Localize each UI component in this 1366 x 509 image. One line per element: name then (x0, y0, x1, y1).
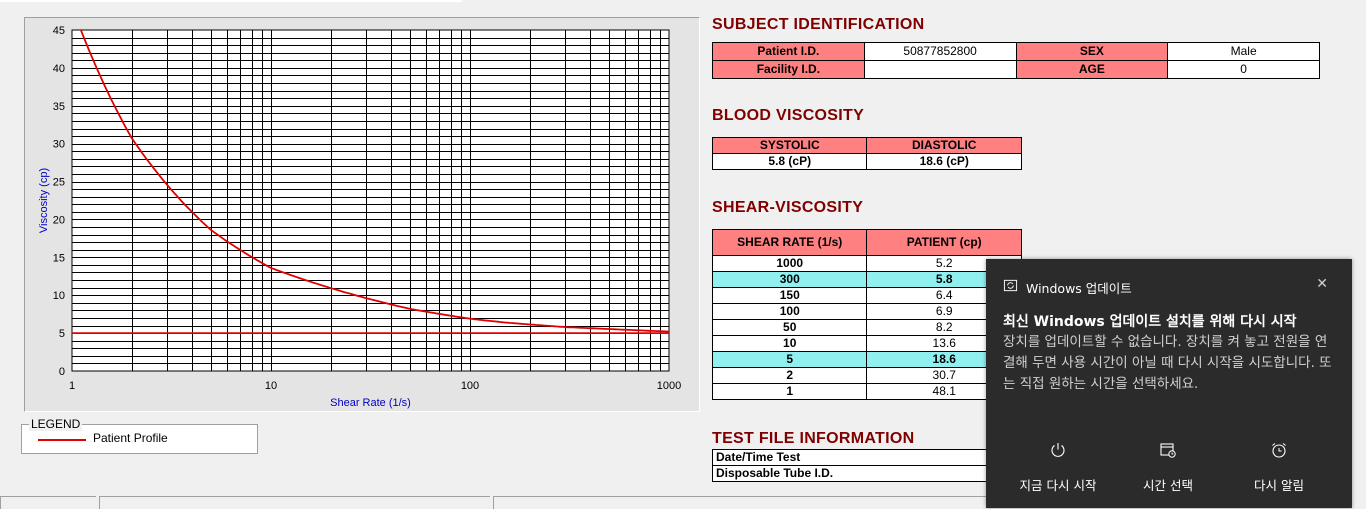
sex-label: SEX (1015, 42, 1169, 61)
windows-update-toast[interactable]: Windows 업데이트 ✕ 최신 Windows 업데이트 설치를 위해 다시… (986, 259, 1352, 508)
blood-title: BLOOD VISCOSITY (712, 107, 865, 124)
systolic-label: SYSTOLIC (711, 137, 868, 154)
facility-id-label: Facility I.D. (712, 60, 865, 79)
table-row: 1000 5.2 (711, 255, 1022, 272)
y-tick-label: 45 (53, 25, 65, 37)
subject-title: SUBJECT IDENTIFICATION (712, 16, 925, 33)
diastolic-label: DIASTOLIC (866, 137, 1022, 154)
series-line (79, 30, 669, 333)
table-row: 50 8.2 (711, 319, 1022, 336)
y-tick-label: 5 (59, 328, 65, 340)
y-tick-label: 0 (59, 366, 65, 378)
testfile-table: Date/Time Test Disposable Tube I.D. (712, 449, 1002, 482)
blood-table: SYSTOLIC DIASTOLIC 5.8 (cP) 18.6 (cP) (711, 137, 1022, 170)
y-tick-label: 15 (53, 252, 65, 264)
table-row: 5 18.6 (711, 351, 1022, 368)
data-point (409, 308, 411, 310)
subject-table: Patient I.D. 50877852800 SEX Male Facili… (712, 42, 1320, 79)
shear-table: SHEAR RATE (1/s) PATIENT (cp) 1000 5.2 30… (711, 229, 1022, 400)
table-row: 100 6.9 (711, 303, 1022, 320)
systolic-value: 5.8 (cP) (711, 153, 868, 170)
y-tick-label: 20 (53, 214, 65, 226)
x-tick-label: 10 (265, 380, 277, 392)
data-point (270, 267, 272, 269)
viscosity-chart: 0 5 10 15 20 25 30 35 40 45 1 10 100 1000 Shear Rate (… (38, 25, 681, 409)
table-row: 300 5.8 (711, 271, 1022, 288)
choose-time-label: 시간 선택 (1143, 478, 1193, 493)
restart-now-label: 지금 다시 시작 (1019, 478, 1097, 493)
facility-id-value (863, 60, 1017, 79)
patient-value-cell: 13.6 (866, 335, 1022, 352)
shear-rate-cell: 5 (711, 351, 868, 368)
testfile-title: TEST FILE INFORMATION (712, 430, 915, 447)
shear-rate-header: SHEAR RATE (1/s) (711, 229, 868, 256)
data-point (564, 326, 566, 328)
patient-value-cell: 48.1 (866, 383, 1022, 400)
data-point (210, 229, 212, 231)
patient-id-value: 50877852800 (863, 42, 1017, 61)
legend-title: LEGEND (29, 417, 83, 431)
y-tick-label: 25 (53, 177, 65, 189)
patient-header: PATIENT (cp) (866, 229, 1022, 256)
shear-title: SHEAR-VISCOSITY (712, 199, 864, 216)
age-label: AGE (1015, 60, 1169, 79)
shear-rate-cell: 300 (711, 271, 868, 288)
top-strip (0, 0, 462, 2)
windows-update-icon (1003, 279, 1018, 292)
table-row: 1 48.1 (711, 383, 1022, 400)
calendar-clock-icon (1160, 443, 1176, 458)
tube-id-label: Disposable Tube I.D. (712, 465, 1002, 482)
x-tick-label: 1 (69, 380, 75, 392)
close-icon[interactable]: ✕ (1316, 276, 1328, 292)
snooze-button[interactable]: 다시 알림 (1224, 437, 1334, 497)
toast-body: 장치를 업데이트할 수 없습니다. 장치를 켜 놓고 전원을 연결해 두면 사용… (1003, 334, 1332, 392)
shear-rate-cell: 100 (711, 303, 868, 320)
status-pane (493, 496, 987, 509)
date-time-label: Date/Time Test (712, 449, 1002, 466)
y-tick-label: 40 (53, 63, 65, 75)
shear-rate-cell: 50 (711, 319, 868, 336)
patient-value-cell: 5.8 (866, 271, 1022, 288)
shear-rate-cell: 2 (711, 367, 868, 384)
snooze-label: 다시 알림 (1254, 478, 1304, 493)
shear-rate-cell: 10 (711, 335, 868, 352)
legend-box: LEGEND Patient Profile (21, 417, 258, 454)
table-row: 10 13.6 (711, 335, 1022, 352)
toast-app-name: Windows 업데이트 (1026, 281, 1132, 296)
sex-value: Male (1167, 42, 1320, 61)
restart-now-button[interactable]: 지금 다시 시작 (1003, 437, 1113, 497)
table-row: 150 6.4 (711, 287, 1022, 304)
x-axis-label: Shear Rate (1/s) (330, 397, 411, 409)
patient-value-cell: 8.2 (866, 319, 1022, 336)
diastolic-value: 18.6 (cP) (866, 153, 1022, 170)
shear-rate-cell: 1 (711, 383, 868, 400)
data-point (469, 317, 471, 320)
data-point (504, 321, 506, 324)
patient-value-cell: 6.4 (866, 287, 1022, 304)
y-axis-label: Viscosity (cp) (38, 168, 50, 233)
toast-heading: 최신 Windows 업데이트 설치를 위해 다시 시작 (1003, 314, 1297, 330)
chart-panel: 0 5 10 15 20 25 30 35 40 45 1 10 100 1000 Shear Rate (… (24, 17, 700, 412)
y-tick-label: 30 (53, 139, 65, 151)
x-tick-label: 1000 (657, 380, 681, 392)
shear-rate-cell: 150 (711, 287, 868, 304)
legend-swatch (38, 439, 86, 441)
table-row: 2 30.7 (711, 367, 1022, 384)
data-point (131, 137, 133, 140)
legend-entry: Patient Profile (93, 431, 168, 445)
y-tick-label: 10 (53, 290, 65, 302)
patient-id-label: Patient I.D. (712, 42, 865, 61)
y-tick-label: 35 (53, 101, 65, 113)
data-point (668, 330, 670, 333)
shear-rate-cell: 1000 (711, 255, 868, 272)
status-pane (0, 496, 96, 509)
alarm-clock-icon (1272, 443, 1286, 458)
status-pane (99, 496, 490, 509)
choose-time-button[interactable]: 시간 선택 (1113, 437, 1223, 497)
plot-area (71, 29, 670, 372)
power-icon (1051, 443, 1065, 457)
x-tick-label: 100 (461, 380, 479, 392)
age-value: 0 (1167, 60, 1320, 79)
